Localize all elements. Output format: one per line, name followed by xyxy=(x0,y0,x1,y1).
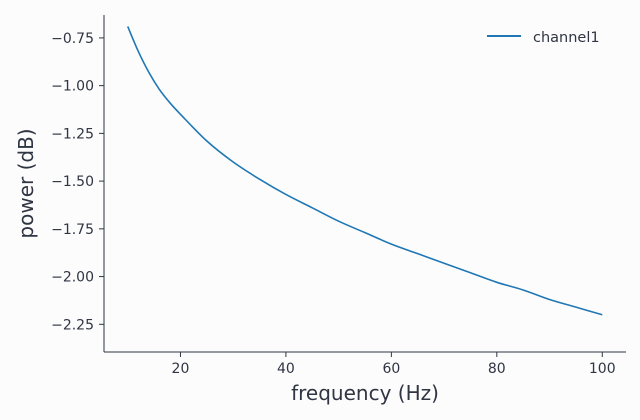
y-tick-label: −0.75 xyxy=(51,31,94,47)
y-tick-label: −2.00 xyxy=(51,270,94,286)
x-axis-ticks: 20 40 60 80 100 xyxy=(172,352,616,377)
y-tick-label: −1.50 xyxy=(51,174,94,190)
legend: channel1 xyxy=(487,30,600,46)
legend-label-channel1: channel1 xyxy=(533,30,600,46)
y-tick-label: −2.25 xyxy=(51,317,94,333)
x-tick-label: 20 xyxy=(172,361,190,377)
y-axis-ticks: −0.75 −1.00 −1.25 −1.50 −1.75 −2.00 −2.25 xyxy=(51,31,104,333)
plot-area xyxy=(126,26,603,316)
x-tick-label: 80 xyxy=(488,361,506,377)
x-tick-label: 40 xyxy=(277,361,295,377)
y-tick-label: −1.75 xyxy=(51,222,94,238)
y-tick-label: −1.25 xyxy=(51,126,94,142)
x-tick-label: 100 xyxy=(589,361,616,377)
y-axis-label: power (dB) xyxy=(14,128,38,238)
x-tick-label: 60 xyxy=(382,361,400,377)
series-line-channel1 xyxy=(126,26,603,316)
x-axis-label: frequency (Hz) xyxy=(291,381,439,405)
y-tick-label: −1.00 xyxy=(51,79,94,95)
